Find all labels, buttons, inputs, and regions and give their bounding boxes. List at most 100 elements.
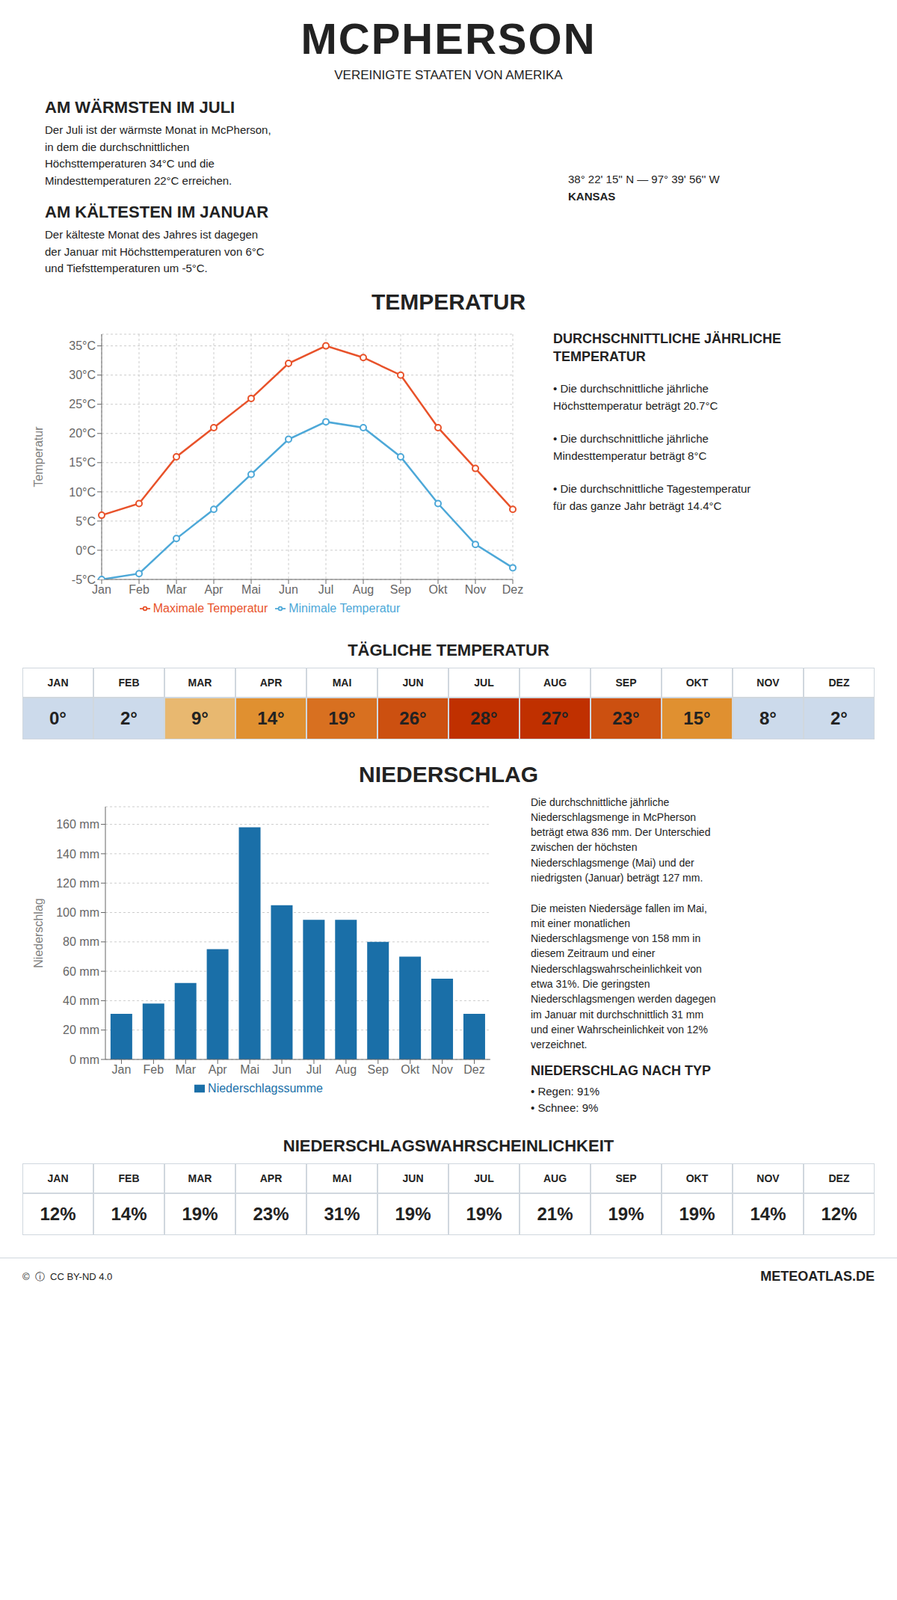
svg-text:20°C: 20°C: [68, 426, 96, 440]
html-text:Minimale Temperatur: Minimale Temperatur: [288, 601, 401, 615]
svg-text:Feb: Feb: [128, 583, 150, 596]
svg-text:Sep: Sep: [367, 1062, 390, 1076]
html-text:SEP: SEP: [615, 676, 637, 689]
html-text:31%: 31%: [324, 1203, 360, 1224]
html-text:19%: 19%: [608, 1203, 644, 1224]
html-text:19%: 19%: [182, 1203, 218, 1224]
svg-text:Aug: Aug: [352, 583, 374, 596]
html-text:9°: 9°: [191, 707, 209, 728]
html-text:MAI: MAI: [332, 676, 352, 689]
svg-text:Okt: Okt: [429, 583, 448, 596]
svg-text:Nov: Nov: [431, 1062, 453, 1076]
html-text:14%: 14%: [750, 1203, 786, 1224]
html-text:14%: 14%: [111, 1203, 147, 1224]
svg-text:Mai: Mai: [241, 583, 261, 596]
svg-text:Jan: Jan: [92, 582, 112, 596]
html-text:VEREINIGTE STAATEN VON AMERIKA: VEREINIGTE STAATEN VON AMERIKA: [334, 68, 563, 83]
html-text:• Die durchschnittliche Tagest: • Die durchschnittliche Tagestemperatur …: [553, 482, 751, 512]
html-text:19°: 19°: [328, 707, 356, 728]
svg-text:-5°C: -5°C: [71, 572, 96, 586]
svg-text:Niederschlag: Niederschlag: [32, 897, 45, 968]
svg-text:5°C: 5°C: [75, 514, 96, 527]
html-text:2°: 2°: [830, 707, 848, 728]
html-text:38° 22' 15'' N — 97° 39' 56'': 38° 22' 15'' N — 97° 39' 56'' W: [568, 172, 720, 186]
html-text:NIEDERSCHLAG NACH TYP: NIEDERSCHLAG NACH TYP: [530, 1062, 711, 1078]
svg-text:Dez: Dez: [502, 583, 524, 596]
html-text:Maximale Temperatur: Maximale Temperatur: [153, 601, 268, 615]
svg-text:Jun: Jun: [278, 583, 299, 596]
html-text:JAN: JAN: [47, 676, 69, 689]
svg-text:0 mm: 0 mm: [69, 1052, 100, 1066]
svg-text:120 mm: 120 mm: [56, 876, 100, 889]
html-text:AUG: AUG: [543, 676, 567, 689]
svg-text:Okt: Okt: [400, 1062, 420, 1076]
html-text:Die durchschnittliche jährlich: Die durchschnittliche jährliche Niedersc…: [530, 795, 716, 1051]
html-text:TEMPERATUR: TEMPERATUR: [371, 288, 526, 314]
html-text:12%: 12%: [821, 1203, 858, 1224]
html-text:JUL: JUL: [474, 676, 494, 689]
html-text:28°: 28°: [470, 707, 498, 728]
html-text:Der kälteste Monat des Jahres: Der kälteste Monat des Jahres ist dagege…: [44, 227, 265, 275]
html-text:19%: 19%: [395, 1203, 431, 1224]
html-text:MCPHERSON: MCPHERSON: [300, 14, 597, 63]
html-text:Der Juli ist der wärmste Monat: Der Juli ist der wärmste Monat in McPher…: [44, 123, 272, 187]
svg-text:20 mm: 20 mm: [62, 1023, 100, 1037]
html-text:NIEDERSCHLAG: NIEDERSCHLAG: [358, 761, 539, 786]
svg-text:Mar: Mar: [175, 1062, 197, 1076]
svg-text:10°C: 10°C: [68, 485, 96, 498]
html-text:8°: 8°: [759, 707, 777, 728]
svg-text:Feb: Feb: [143, 1062, 165, 1076]
svg-text:80 mm: 80 mm: [62, 935, 100, 948]
html-text:0°: 0°: [49, 707, 67, 728]
svg-text:160 mm: 160 mm: [56, 817, 100, 831]
svg-text:Jun: Jun: [272, 1062, 292, 1076]
html-text:2°: 2°: [120, 707, 138, 728]
html-text:JUN: JUN: [402, 676, 424, 689]
html-text:DURCHSCHNITTLICHE JÄHRLICHE TE: DURCHSCHNITTLICHE JÄHRLICHE TEMPERATUR: [553, 330, 782, 364]
html-text:26°: 26°: [399, 707, 427, 728]
html-text:MAR: MAR: [187, 676, 212, 689]
html-text:• Die durchschnittliche jährli: • Die durchschnittliche jährliche Mindes…: [553, 432, 709, 462]
html-text:23°: 23°: [612, 707, 640, 728]
svg-text:30°C: 30°C: [68, 368, 96, 382]
html-text:19%: 19%: [466, 1203, 502, 1224]
svg-text:100 mm: 100 mm: [56, 905, 100, 919]
html-text:APR: APR: [259, 676, 283, 689]
svg-text:Aug: Aug: [335, 1062, 357, 1076]
html-text:NOV: NOV: [756, 676, 780, 689]
html-text:• Die durchschnittliche jährli: • Die durchschnittliche jährliche Höchst…: [553, 382, 718, 412]
html-text:METEOATLAS.DE: METEOATLAS.DE: [760, 1268, 875, 1284]
svg-text:Apr: Apr: [204, 583, 225, 596]
html-text:AM WÄRMSTEN IM JULI: AM WÄRMSTEN IM JULI: [44, 97, 235, 117]
svg-text:35°C: 35°C: [68, 339, 96, 353]
html-text:12%: 12%: [39, 1203, 76, 1224]
svg-text:140 mm: 140 mm: [56, 846, 100, 860]
svg-text:Dez: Dez: [463, 1062, 485, 1076]
html-text:NIEDERSCHLAGSWAHRSCHEINLICHKEI: NIEDERSCHLAGSWAHRSCHEINLICHKEIT: [283, 1135, 614, 1155]
html-text:OKT: OKT: [685, 676, 709, 689]
svg-text:60 mm: 60 mm: [62, 964, 100, 977]
html-text:23%: 23%: [253, 1203, 289, 1224]
svg-text:40 mm: 40 mm: [62, 994, 100, 1007]
svg-text:Jul: Jul: [306, 1062, 322, 1076]
html-text:27°: 27°: [541, 707, 569, 728]
svg-text:Temperatur: Temperatur: [32, 425, 45, 487]
html-text:14°: 14°: [257, 707, 285, 728]
svg-text:Nov: Nov: [464, 583, 486, 596]
html-text:AM KÄLTESTEN IM JANUAR: AM KÄLTESTEN IM JANUAR: [44, 202, 269, 222]
svg-text:0°C: 0°C: [75, 543, 96, 557]
html-text:15°: 15°: [683, 707, 711, 728]
svg-text:15°C: 15°C: [68, 455, 96, 469]
html-text:TÄGLICHE TEMPERATUR: TÄGLICHE TEMPERATUR: [347, 640, 550, 659]
html-text:FEB: FEB: [118, 676, 140, 689]
svg-text:Sep: Sep: [390, 583, 412, 596]
svg-text:25°C: 25°C: [68, 397, 96, 411]
html-text:KANSAS: KANSAS: [568, 189, 616, 203]
svg-text:Mar: Mar: [165, 583, 187, 596]
svg-text:Mai: Mai: [239, 1062, 260, 1076]
html-text:19%: 19%: [679, 1203, 715, 1224]
svg-text:Jan: Jan: [112, 1062, 132, 1076]
svg-text:Apr: Apr: [208, 1062, 228, 1076]
svg-text:Jul: Jul: [318, 583, 334, 596]
html-text:21%: 21%: [537, 1203, 573, 1224]
